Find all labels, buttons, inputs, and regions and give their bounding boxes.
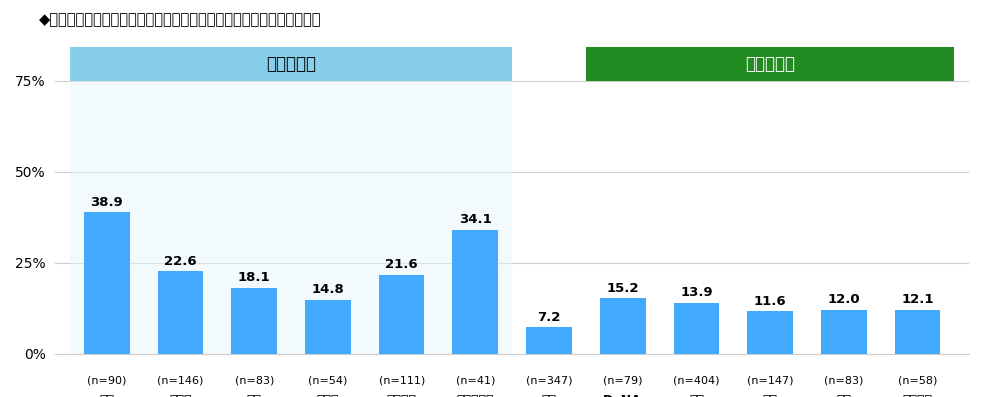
Bar bbox=[231, 288, 277, 354]
Text: 西武
ファン: 西武 ファン bbox=[95, 394, 118, 397]
Text: ◆自分が応援しているチームのファンクラブに入っているファンの割合: ◆自分が応援しているチームのファンクラブに入っているファンの割合 bbox=[39, 12, 322, 27]
Text: 22.6: 22.6 bbox=[164, 255, 197, 268]
Text: DeNA
ファン: DeNA ファン bbox=[603, 394, 643, 397]
Text: セ・リーグ: セ・リーグ bbox=[745, 55, 795, 73]
Text: 日本ハム
ファン: 日本ハム ファン bbox=[387, 394, 416, 397]
Text: 広島
ファン: 広島 ファン bbox=[759, 394, 781, 397]
Text: 12.1: 12.1 bbox=[901, 293, 934, 306]
Text: 7.2: 7.2 bbox=[537, 311, 561, 324]
Text: 34.1: 34.1 bbox=[459, 213, 492, 226]
Text: (n=404): (n=404) bbox=[673, 376, 719, 385]
Text: 巨人
ファン: 巨人 ファン bbox=[538, 394, 560, 397]
Text: (n=58): (n=58) bbox=[897, 376, 937, 385]
Bar bbox=[821, 310, 867, 354]
Bar bbox=[157, 272, 204, 354]
Text: (n=54): (n=54) bbox=[308, 376, 347, 385]
Text: 14.8: 14.8 bbox=[312, 283, 344, 296]
Text: ソフト
バンク
ファン: ソフト バンク ファン bbox=[169, 394, 192, 397]
Bar bbox=[379, 275, 424, 354]
Bar bbox=[70, 63, 513, 354]
Text: ロッテ
ファン: ロッテ ファン bbox=[317, 394, 339, 397]
Text: オリックス
ファン: オリックス ファン bbox=[457, 394, 494, 397]
Text: (n=147): (n=147) bbox=[747, 376, 793, 385]
Bar bbox=[747, 312, 793, 354]
Text: パ・リーグ: パ・リーグ bbox=[266, 55, 316, 73]
Text: (n=79): (n=79) bbox=[603, 376, 643, 385]
Text: 楽天
ファン: 楽天 ファン bbox=[243, 394, 266, 397]
Bar bbox=[600, 299, 646, 354]
Bar bbox=[305, 300, 351, 354]
Text: 阪神
ファン: 阪神 ファン bbox=[685, 394, 707, 397]
Text: (n=41): (n=41) bbox=[456, 376, 495, 385]
Text: 21.6: 21.6 bbox=[386, 258, 418, 272]
Text: (n=146): (n=146) bbox=[157, 376, 204, 385]
Text: (n=83): (n=83) bbox=[234, 376, 274, 385]
Bar bbox=[673, 303, 719, 354]
Text: (n=347): (n=347) bbox=[525, 376, 573, 385]
Text: 15.2: 15.2 bbox=[606, 282, 639, 295]
Bar bbox=[453, 229, 498, 354]
Text: 中日
ファン: 中日 ファン bbox=[832, 394, 855, 397]
Text: 38.9: 38.9 bbox=[91, 195, 123, 208]
Text: 13.9: 13.9 bbox=[680, 287, 712, 299]
Text: (n=83): (n=83) bbox=[824, 376, 863, 385]
Bar bbox=[84, 212, 130, 354]
Text: (n=111): (n=111) bbox=[379, 376, 425, 385]
Bar bbox=[526, 328, 572, 354]
Text: ヤクルト
ファン: ヤクルト ファン bbox=[902, 394, 933, 397]
Bar bbox=[894, 310, 941, 354]
Text: 12.0: 12.0 bbox=[828, 293, 860, 306]
Text: 18.1: 18.1 bbox=[238, 271, 271, 284]
Text: 11.6: 11.6 bbox=[754, 295, 786, 308]
Text: (n=90): (n=90) bbox=[88, 376, 127, 385]
